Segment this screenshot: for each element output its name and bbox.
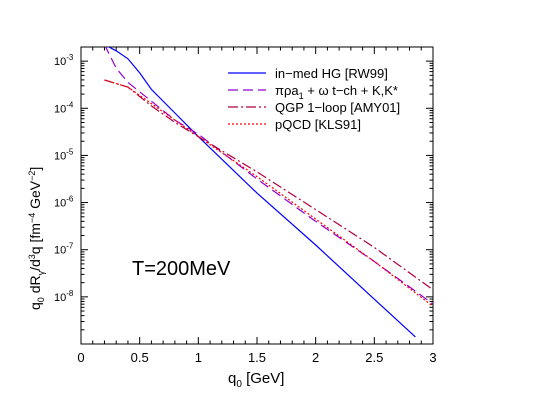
x-tick-label: 1 xyxy=(195,350,202,365)
series-line-2 xyxy=(104,79,433,291)
series-lines xyxy=(104,47,433,338)
legend-label-1: πρa1 + ω t−ch + K,K* xyxy=(275,83,398,101)
y-tick-label: 10-8 xyxy=(54,289,74,304)
y-tick-label: 10-5 xyxy=(54,147,74,162)
series-line-0 xyxy=(107,47,416,338)
legend-label-3: pQCD [KLS91] xyxy=(275,117,361,132)
x-tick-label: 2 xyxy=(312,350,319,365)
y-tick-label: 10-3 xyxy=(54,53,74,68)
y-tick-label: 10-4 xyxy=(54,100,74,115)
y-axis-label: q0 dRγ/d3q [fm−4 GeV−2] xyxy=(27,167,46,310)
y-axis-ticks: 10-3 10-4 10-5 10-6 10-7 10-8 xyxy=(54,53,433,345)
x-tick-label: 0.5 xyxy=(131,350,149,365)
x-tick-label: 2.5 xyxy=(365,350,383,365)
legend-label-0: in−med HG [RW99] xyxy=(275,66,388,81)
series-line-1 xyxy=(105,47,433,305)
annotation-temperature: T=200MeV xyxy=(132,258,231,280)
x-axis-ticks: 0 0.5 1 1.5 2 2.5 3 xyxy=(77,47,437,365)
x-axis-label: q0 [GeV] xyxy=(228,370,284,390)
x-tick-label: 0 xyxy=(77,350,84,365)
x-tick-label: 1.5 xyxy=(248,350,266,365)
y-tick-label: 10-6 xyxy=(54,195,74,210)
legend: in−med HG [RW99] πρa1 + ω t−ch + K,K*QGP … xyxy=(228,66,400,132)
legend-label-2: QGP 1−loop [AMY01] xyxy=(275,100,400,115)
x-tick-label: 3 xyxy=(429,350,436,365)
y-tick-label: 10-7 xyxy=(54,242,74,257)
